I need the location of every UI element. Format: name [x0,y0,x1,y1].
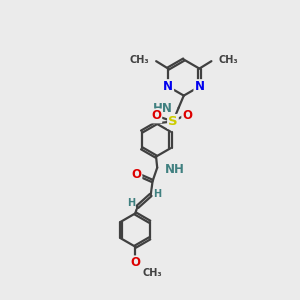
Text: CH₃: CH₃ [143,268,162,278]
Text: O: O [131,168,141,181]
Text: O: O [151,110,161,122]
Text: N: N [194,80,204,93]
Text: CH₃: CH₃ [218,55,238,65]
Text: H: H [127,198,135,208]
Text: CH₃: CH₃ [130,55,149,65]
Text: S: S [168,115,178,128]
Text: N: N [163,80,173,93]
Text: H: H [154,189,162,199]
Text: O: O [130,256,140,269]
Text: NH: NH [165,163,184,176]
Text: O: O [182,109,192,122]
Text: HN: HN [153,102,173,115]
